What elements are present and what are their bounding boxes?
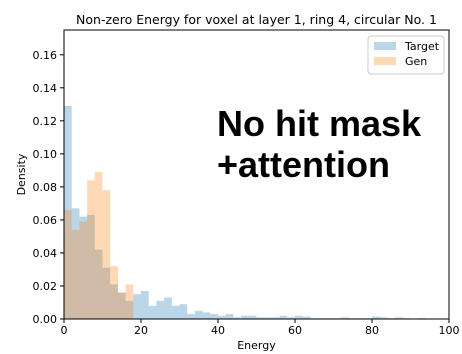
legend-swatch-target (374, 42, 396, 50)
bar-target-8 (125, 300, 134, 319)
bar-target-20 (218, 315, 226, 319)
bar-target-10 (141, 290, 149, 319)
bar-target-29 (287, 317, 295, 319)
bar-target-15 (179, 304, 188, 319)
bar-target-12 (156, 300, 165, 319)
bar-target-17 (194, 310, 203, 319)
annotation-text: No hit mask +attention (217, 103, 421, 185)
bar-target-31 (302, 316, 311, 319)
legend-label-target: Target (404, 40, 440, 53)
y-tick-label: 0.14 (33, 82, 58, 95)
bar-target-18 (202, 312, 211, 319)
legend-label-gen: Gen (405, 55, 427, 68)
y-tick-label: 0.00 (33, 313, 58, 326)
bar-target-23 (241, 315, 249, 319)
x-tick-label: 40 (211, 324, 225, 337)
bar-target-13 (164, 297, 172, 319)
x-tick-label: 80 (365, 324, 379, 337)
y-tick-label: 0.16 (33, 49, 58, 62)
plot-frame (63, 29, 450, 320)
gen-series-bars (64, 172, 134, 319)
bar-target-16 (187, 314, 195, 319)
bar-target-14 (171, 305, 180, 319)
y-tick-label: 0.06 (33, 214, 58, 227)
bar-target-28 (279, 315, 288, 319)
bar-target-36 (341, 317, 349, 319)
bar-target-3 (87, 214, 95, 319)
bar-gen-6 (110, 266, 118, 319)
bar-target-4 (94, 249, 103, 319)
bar-target-7 (117, 292, 126, 319)
bar-gen-7 (117, 292, 126, 319)
bar-target-2 (79, 216, 88, 319)
y-axis-ticks: 0.00 0.02 0.04 0.06 0.08 0.10 0.12 0.14 0.16 (33, 49, 64, 326)
bar-target-5 (102, 267, 111, 319)
bar-target-19 (210, 314, 218, 319)
bar-target-25 (256, 317, 265, 319)
bar-target-22 (233, 317, 242, 319)
x-tick-label: 20 (134, 324, 148, 337)
x-tick-label: 60 (288, 324, 302, 337)
bar-target-1 (71, 208, 80, 319)
bar-target-43 (395, 317, 403, 319)
bar-target-0 (64, 105, 72, 319)
y-tick-label: 0.12 (33, 115, 58, 128)
y-tick-label: 0.10 (33, 148, 58, 161)
y-tick-label: 0.08 (33, 181, 58, 194)
chart-title: Non-zero Energy for voxel at layer 1, ri… (76, 12, 437, 27)
bar-target-27 (271, 317, 280, 319)
legend: Target Gen (367, 35, 445, 75)
annotation-line-2: +attention (217, 144, 391, 185)
bar-target-24 (248, 315, 257, 319)
bar-gen-1 (71, 229, 80, 319)
bar-gen-0 (64, 210, 72, 319)
bar-gen-2 (79, 221, 88, 319)
bar-target-6 (110, 284, 118, 319)
annotation-line-1: No hit mask (217, 103, 422, 144)
y-axis-label: Density (15, 153, 28, 195)
x-tick-label: 100 (439, 324, 460, 337)
bar-gen-3 (87, 180, 95, 319)
bar-target-41 (379, 317, 388, 319)
bar-target-40 (372, 316, 380, 319)
x-axis-ticks: 0 20 40 60 80 100 (61, 319, 460, 337)
bar-gen-5 (102, 190, 111, 319)
y-tick-label: 0.04 (33, 247, 58, 260)
bar-target-9 (133, 294, 141, 319)
bar-gen-8 (125, 284, 134, 319)
bar-gen-4 (94, 172, 103, 319)
x-tick-label: 0 (61, 324, 68, 337)
bar-target-30 (295, 315, 303, 319)
legend-swatch-gen (374, 57, 396, 65)
y-tick-label: 0.02 (33, 280, 58, 293)
x-axis-label: Energy (237, 339, 276, 352)
bar-target-26 (264, 317, 272, 319)
bar-target-21 (225, 314, 234, 319)
legend-box (367, 35, 445, 75)
bar-target-11 (148, 305, 157, 319)
